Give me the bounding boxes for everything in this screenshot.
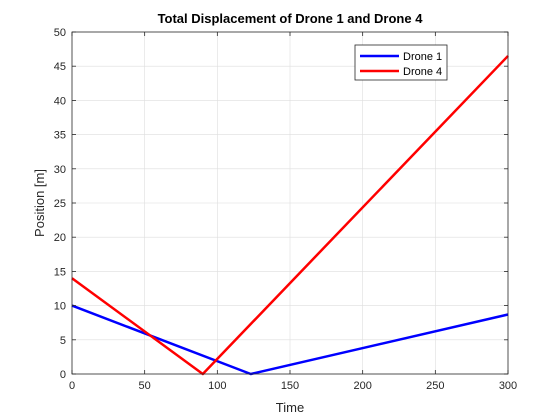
chart-title: Total Displacement of Drone 1 and Drone …	[158, 11, 424, 26]
y-axis-title: Position [m]	[32, 169, 47, 237]
y-tick-label: 50	[54, 27, 66, 39]
x-tick-label: 250	[426, 380, 444, 392]
y-tick-label: 45	[54, 61, 66, 73]
x-axis-title: Time	[276, 400, 304, 415]
y-tick-label: 25	[54, 198, 66, 210]
y-tick-label: 0	[60, 369, 66, 381]
y-tick-label: 40	[54, 95, 66, 107]
x-tick-label: 0	[69, 380, 75, 392]
x-tick-label: 150	[281, 380, 299, 392]
legend: Drone 1 Drone 4	[355, 45, 447, 80]
y-tick-label: 10	[54, 301, 66, 313]
legend-label-drone-1: Drone 1	[403, 51, 442, 63]
x-tick-label: 300	[499, 380, 517, 392]
y-tick-label: 20	[54, 232, 66, 244]
x-tick-label: 200	[353, 380, 371, 392]
y-tick-label: 35	[54, 130, 66, 142]
x-tick-label: 100	[208, 380, 226, 392]
y-tick-label: 5	[60, 335, 66, 347]
legend-label-drone-4: Drone 4	[403, 66, 442, 78]
x-tick-label: 50	[139, 380, 151, 392]
y-tick-label: 15	[54, 266, 66, 278]
y-tick-label: 30	[54, 164, 66, 176]
